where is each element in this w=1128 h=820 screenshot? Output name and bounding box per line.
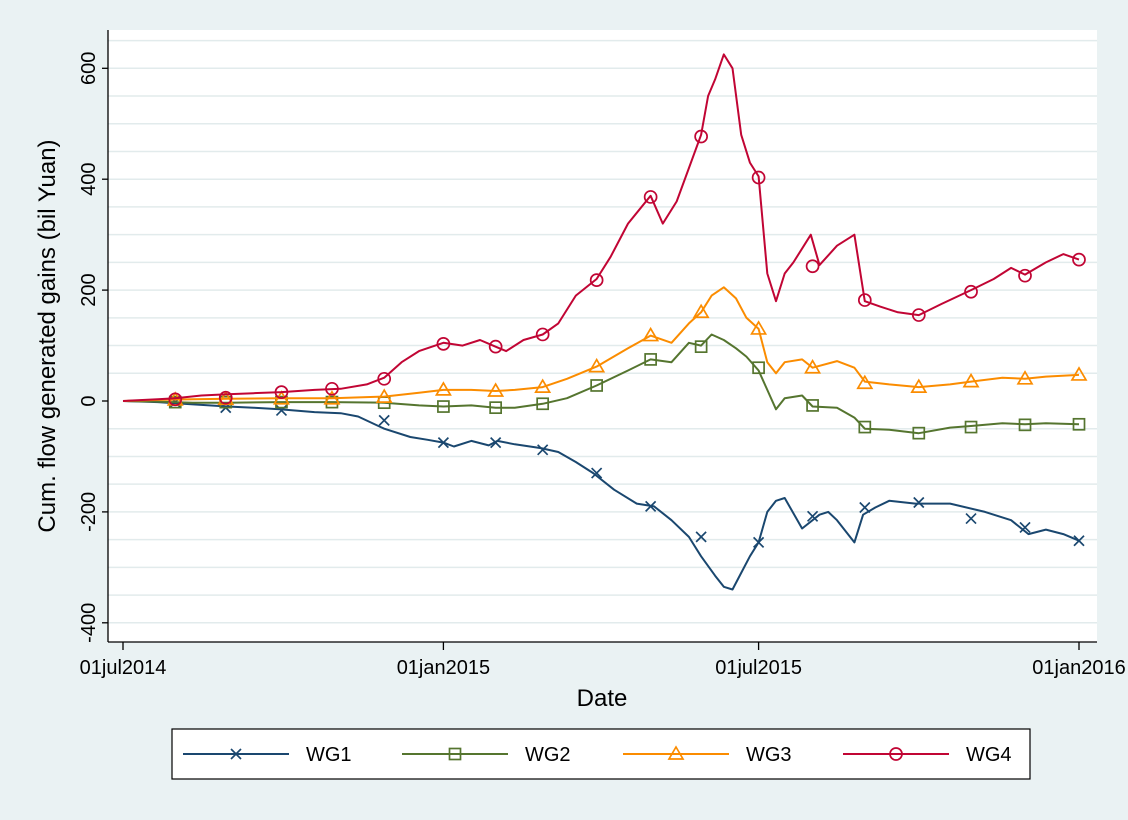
legend-marker-wg2 (448, 747, 462, 761)
series-layer (122, 53, 1088, 591)
data-point-wg3 (962, 372, 980, 388)
data-point-wg3 (1070, 366, 1088, 381)
grid (108, 39, 1097, 624)
data-point-wg4 (218, 390, 233, 405)
data-point-wg4 (805, 259, 820, 274)
data-point-wg1 (1019, 521, 1031, 534)
data-point-wg2 (590, 379, 603, 392)
data-point-wg4 (1018, 268, 1032, 283)
y-axis: -400 -200 0 200 400 600 (78, 30, 109, 643)
legend-marker-wg3 (667, 745, 685, 760)
data-point-wg2 (964, 420, 978, 434)
data-point-wg4 (274, 385, 289, 399)
data-point-wg1 (1073, 535, 1085, 547)
series-wg3 (122, 286, 1088, 406)
series-wg4 (122, 53, 1086, 407)
data-point-wg1 (752, 536, 765, 548)
data-point-wg2 (536, 397, 550, 411)
data-point-wg3 (642, 326, 660, 342)
legend-marker-wg4 (889, 747, 903, 761)
data-point-wg3 (804, 359, 822, 374)
data-point-wg2 (489, 401, 502, 415)
legend-item-wg1: WG1 (183, 744, 352, 766)
plot-area (108, 30, 1097, 642)
data-point-wg3 (692, 303, 710, 319)
data-point-wg2 (1018, 418, 1032, 432)
data-point-wg2 (1072, 417, 1086, 431)
series-line-wg3 (122, 286, 1080, 402)
data-point-wg4 (1072, 252, 1086, 267)
data-point-wg2 (806, 399, 819, 412)
legend-item-wg4: WG4 (843, 744, 1012, 766)
data-point-wg1 (378, 414, 390, 427)
series-line-wg1 (122, 400, 1080, 591)
data-point-wg2 (752, 361, 765, 375)
y-axis-title: Cum. flow generated gains (bil Yuan) (34, 139, 61, 532)
data-point-wg3 (487, 382, 505, 397)
data-point-wg2 (912, 426, 926, 440)
data-point-wg3 (434, 381, 452, 396)
data-point-wg2 (437, 400, 450, 413)
legend-label-wg3: WG3 (746, 744, 792, 766)
data-point-wg2 (858, 420, 872, 434)
legend-label-wg4: WG4 (966, 744, 1012, 766)
data-point-wg3 (1016, 370, 1034, 385)
series-line-wg2 (122, 333, 1080, 435)
data-point-wg2 (694, 340, 708, 354)
data-point-wg1 (806, 510, 819, 522)
series-line-wg4 (122, 53, 1080, 402)
y-tick-label: 0 (78, 395, 100, 406)
x-tick-label: 01jul2014 (80, 657, 167, 679)
data-point-wg4 (643, 190, 658, 204)
data-point-wg1 (695, 531, 707, 543)
legend-label-wg1: WG1 (306, 744, 352, 766)
legend-item-wg3: WG3 (623, 744, 792, 766)
data-point-wg1 (645, 500, 657, 512)
x-tick-label: 01jan2015 (397, 657, 490, 679)
data-point-wg4 (325, 381, 339, 396)
x-tick-label: 01jan2016 (1032, 657, 1125, 679)
data-point-wg1 (437, 436, 450, 449)
data-point-wg1 (591, 467, 603, 479)
data-point-wg3 (534, 378, 552, 393)
y-tick-label: 600 (78, 52, 100, 85)
legend: WG1 WG2 WG3 WG4 (171, 728, 1031, 780)
data-point-wg4 (535, 327, 550, 342)
data-point-wg4 (436, 337, 451, 351)
data-point-wg3 (375, 388, 393, 403)
data-point-wg4 (751, 170, 766, 185)
data-point-wg3 (750, 320, 768, 335)
data-point-wg3 (910, 378, 928, 393)
data-point-wg1 (965, 512, 977, 525)
y-tick-label: -400 (78, 603, 100, 643)
data-point-wg1 (913, 496, 925, 509)
x-axis-title: Date (577, 685, 628, 712)
data-point-wg3 (856, 374, 874, 390)
data-point-wg4 (377, 371, 392, 386)
data-point-wg4 (911, 308, 926, 322)
data-point-wg3 (323, 390, 341, 405)
x-axis: 01jul2014 01jan2015 01jul2015 01jan2016 (80, 641, 1126, 679)
y-tick-label: 400 (78, 163, 100, 196)
y-tick-label: -200 (78, 492, 100, 532)
data-point-wg1 (537, 444, 549, 456)
data-point-wg4 (589, 273, 604, 287)
legend-item-wg2: WG2 (402, 744, 571, 766)
data-point-wg4 (488, 339, 503, 354)
data-point-wg3 (588, 357, 606, 373)
data-point-wg1 (859, 501, 871, 514)
legend-marker-wg1 (230, 748, 242, 760)
data-point-wg1 (490, 436, 502, 449)
x-tick-label: 01jul2015 (715, 657, 802, 679)
data-point-wg4 (857, 293, 872, 307)
data-point-wg4 (694, 129, 708, 144)
y-tick-label: 200 (78, 273, 100, 306)
data-point-wg4 (964, 284, 978, 299)
data-point-wg2 (644, 353, 657, 366)
data-point-wg4 (168, 392, 183, 407)
legend-label-wg2: WG2 (525, 744, 571, 766)
